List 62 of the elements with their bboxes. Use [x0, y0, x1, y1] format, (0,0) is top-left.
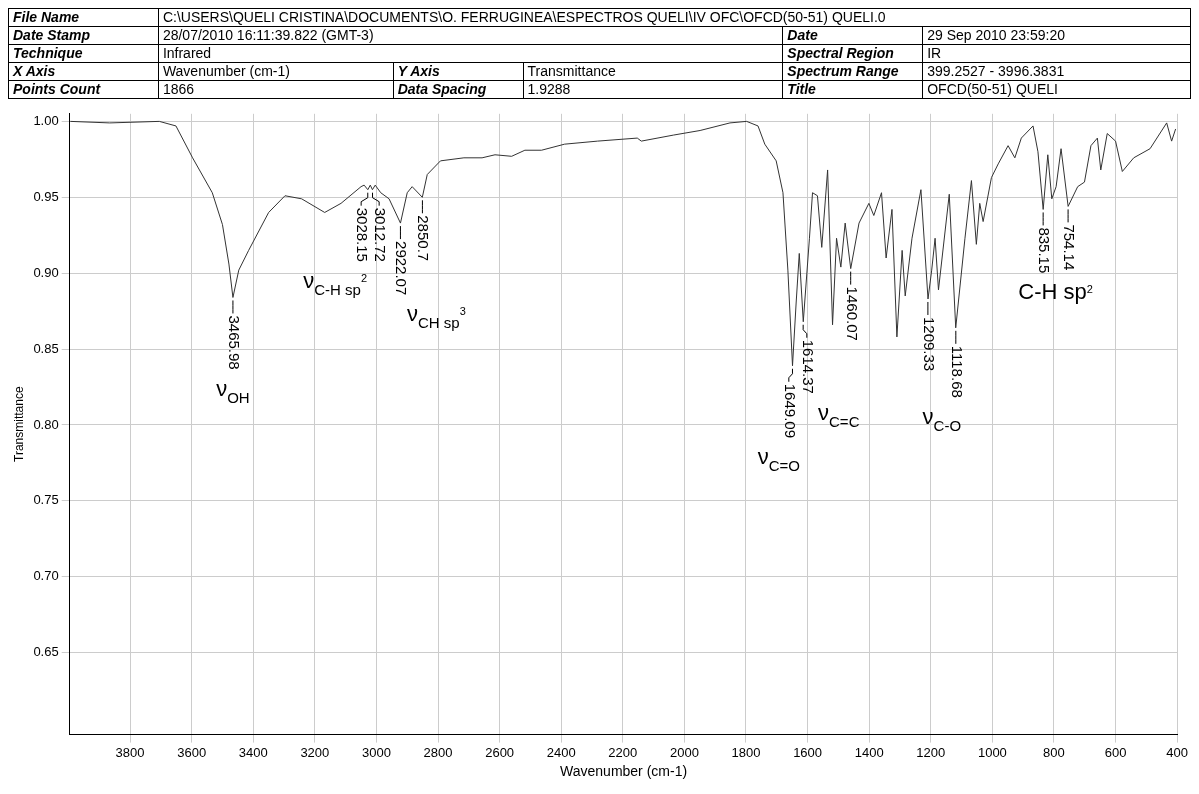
- text: Data Spacing: [393, 80, 524, 99]
- y-tick-label: 0.65: [33, 644, 59, 660]
- x-tick-label: 2800: [423, 744, 453, 760]
- text: 1866: [158, 80, 394, 99]
- text: Wavenumber (cm-1): [158, 62, 394, 81]
- annotation: 1649.09: [781, 383, 799, 438]
- text: Y Axis: [393, 62, 524, 81]
- x-tick-label: 2000: [669, 744, 699, 760]
- annotation: 3012.72: [372, 207, 389, 262]
- text: 29 Sep 2010 23:59:20: [922, 26, 1191, 45]
- text: Spectrum Range: [782, 62, 923, 81]
- text: Spectral Region: [782, 44, 923, 63]
- x-tick-label: 3200: [300, 744, 330, 760]
- text: OFCD(50-51) QUELI: [922, 80, 1191, 99]
- annotation: 3028.15: [354, 207, 371, 262]
- y-tick-label: 1.00: [33, 112, 59, 128]
- annotation: 835.15: [1036, 227, 1053, 274]
- x-tick-label: 1400: [854, 744, 884, 760]
- text: IR: [922, 44, 1191, 63]
- x-tick-label: 3600: [177, 744, 207, 760]
- text: File Name: [8, 8, 159, 27]
- y-tick-label: 0.70: [33, 568, 59, 584]
- text: 1.9288: [523, 80, 783, 99]
- text: Points Count: [8, 80, 159, 99]
- y-tick-label: 0.95: [33, 188, 59, 204]
- annotation: 2850.7: [415, 215, 433, 262]
- x-tick-label: 1200: [916, 744, 946, 760]
- text: Infrared: [158, 44, 783, 63]
- text: C:\USERS\QUELI CRISTINA\DOCUMENTS\O. FERRUGINEA\ESPECTROS QUELI\IV OFC\OFCD(50-51) QUELI.0: [158, 8, 1191, 27]
- text: Date: [782, 26, 923, 45]
- annotation: 2922.07: [393, 241, 411, 296]
- annotation: 1460.07: [843, 286, 861, 341]
- x-tick-label: 400: [1166, 744, 1188, 760]
- x-tick-label: 1000: [977, 744, 1007, 760]
- y-tick-label: 0.75: [33, 492, 59, 508]
- x-tick-label: 3400: [238, 744, 268, 760]
- annotation: 1614.37: [799, 339, 817, 394]
- annotation: 1209.33: [920, 316, 938, 372]
- x-tick-label: 3000: [361, 744, 391, 760]
- x-tick-label: 2200: [608, 744, 638, 760]
- text: X Axis: [8, 62, 159, 81]
- y-axis-title: Transmittance: [11, 386, 26, 462]
- text: 28/07/2010 16:11:39.822 (GMT-3): [158, 26, 783, 45]
- text: Date Stamp: [8, 26, 159, 45]
- y-tick-label: 0.90: [33, 264, 59, 280]
- text: 399.2527 - 3996.3831: [922, 62, 1191, 81]
- x-tick-label: 600: [1104, 744, 1127, 760]
- annotation: 1118.68: [948, 345, 966, 398]
- y-tick-label: 0.85: [33, 340, 59, 356]
- x-tick-label: 2600: [485, 744, 515, 760]
- x-axis-title: Wavenumber (cm-1): [560, 763, 688, 780]
- text: Technique: [8, 44, 159, 63]
- x-tick-label: 1800: [731, 744, 761, 760]
- x-tick-label: 1600: [793, 744, 823, 760]
- annotation: 3465.98: [225, 315, 243, 370]
- x-tick-label: 2400: [546, 744, 576, 760]
- x-tick-label: 800: [1043, 744, 1065, 760]
- x-tick-label: 3800: [115, 744, 145, 760]
- text: Title: [782, 80, 923, 99]
- text: Transmittance: [523, 62, 783, 81]
- y-tick-label: 0.80: [33, 416, 59, 432]
- annotation: 754.14: [1060, 224, 1078, 271]
